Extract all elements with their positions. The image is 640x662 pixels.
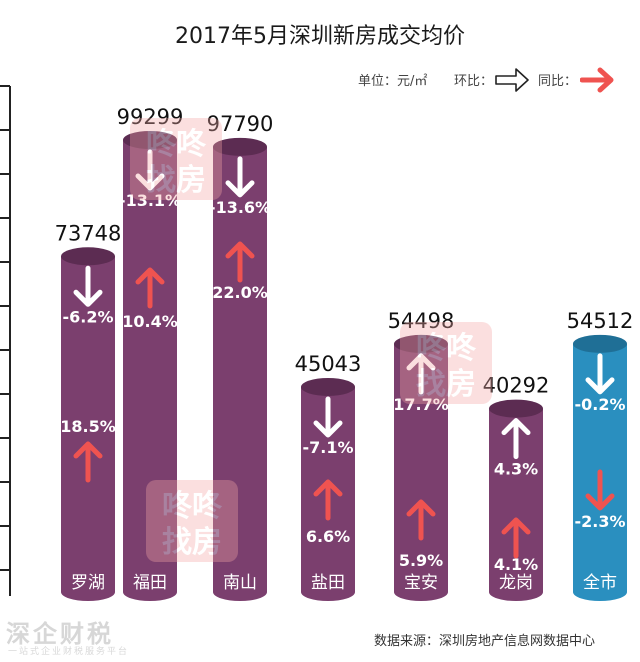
- mom-arrow-icon: [585, 353, 615, 395]
- chart-title: 2017年5月深圳新房成交均价: [175, 24, 465, 49]
- yoy-arrow-icon: [406, 499, 436, 541]
- svg-text:找房: 找房: [416, 367, 476, 402]
- bar: [123, 140, 177, 601]
- yoy-arrow-icon: [501, 517, 531, 559]
- mom-label: 17.7%: [393, 395, 449, 414]
- bar-top: [394, 334, 448, 353]
- yoy-arrow-icon: [225, 241, 255, 283]
- bar-top: [61, 247, 115, 266]
- mom-arrow-icon: [73, 265, 103, 307]
- legend-unit: 单位：元/㎡: [358, 74, 428, 89]
- value-label: 97790: [207, 112, 274, 136]
- category-label: 宝安: [404, 573, 438, 593]
- category-label: 福田: [133, 573, 167, 593]
- yoy-arrow-icon: [313, 479, 343, 521]
- bar-top: [123, 131, 177, 149]
- mom-label: -13.1%: [119, 191, 181, 210]
- mom-arrow-icon: [225, 156, 255, 198]
- mom-label: -0.2%: [574, 395, 625, 414]
- category-label: 盐田: [311, 573, 345, 593]
- mom-label: -6.2%: [62, 307, 113, 326]
- watermark-sub: 一站式企业财税服务平台: [8, 647, 130, 657]
- mom-label: 4.3%: [494, 460, 538, 479]
- category-label: 罗湖: [71, 573, 105, 593]
- svg-text:找房: 找房: [146, 163, 206, 198]
- value-label: 99299: [117, 105, 184, 129]
- mom-arrow-icon: [501, 418, 531, 460]
- legend-mom-arrow-icon: [495, 68, 529, 92]
- value-label: 54498: [388, 309, 455, 333]
- yoy-arrow-icon: [585, 469, 615, 511]
- svg-text:找房: 找房: [162, 525, 222, 560]
- watermark-main: 深企财税: [6, 619, 114, 648]
- source-note: 数据来源：深圳房地产信息网数据中心: [374, 634, 596, 649]
- legend-yoy-label: 同比：: [538, 74, 578, 89]
- yoy-label: 10.4%: [122, 312, 178, 331]
- mom-arrow-icon: [135, 149, 165, 191]
- svg-text:咚咚: 咚咚: [416, 331, 477, 366]
- bar: [394, 343, 448, 601]
- bar: [489, 408, 543, 601]
- yoy-label: 22.0%: [212, 283, 268, 302]
- yoy-label: 4.1%: [494, 555, 538, 574]
- mom-arrow-icon: [406, 353, 436, 395]
- value-label: 45043: [295, 352, 362, 376]
- yoy-arrow-icon: [135, 267, 165, 309]
- value-label: 54512: [567, 309, 634, 333]
- yoy-label: 6.6%: [306, 527, 350, 546]
- value-label: 40292: [483, 374, 550, 398]
- yoy-label: 18.5%: [60, 417, 116, 436]
- bar-top: [301, 377, 355, 396]
- yoy-label: 5.9%: [399, 551, 443, 570]
- yoy-label: -2.3%: [574, 512, 625, 531]
- bar-top: [573, 334, 627, 353]
- bar: [213, 146, 267, 601]
- yoy-arrow-icon: [73, 441, 103, 483]
- mom-arrow-icon: [313, 396, 343, 438]
- legend-yoy-arrow-icon: [580, 67, 614, 93]
- bar-top: [489, 399, 543, 418]
- mom-label: -7.1%: [302, 438, 353, 457]
- svg-text:咚咚: 咚咚: [146, 127, 207, 162]
- value-label: 73748: [55, 221, 122, 245]
- category-label: 全市: [583, 573, 617, 593]
- category-label: 龙岗: [499, 573, 533, 593]
- bar: [61, 256, 115, 601]
- mom-label: -13.6%: [209, 198, 271, 217]
- bar-top: [213, 137, 267, 156]
- category-label: 南山: [223, 573, 257, 593]
- svg-text:咚咚: 咚咚: [162, 489, 223, 524]
- legend-mom-label: 环比：: [454, 74, 494, 89]
